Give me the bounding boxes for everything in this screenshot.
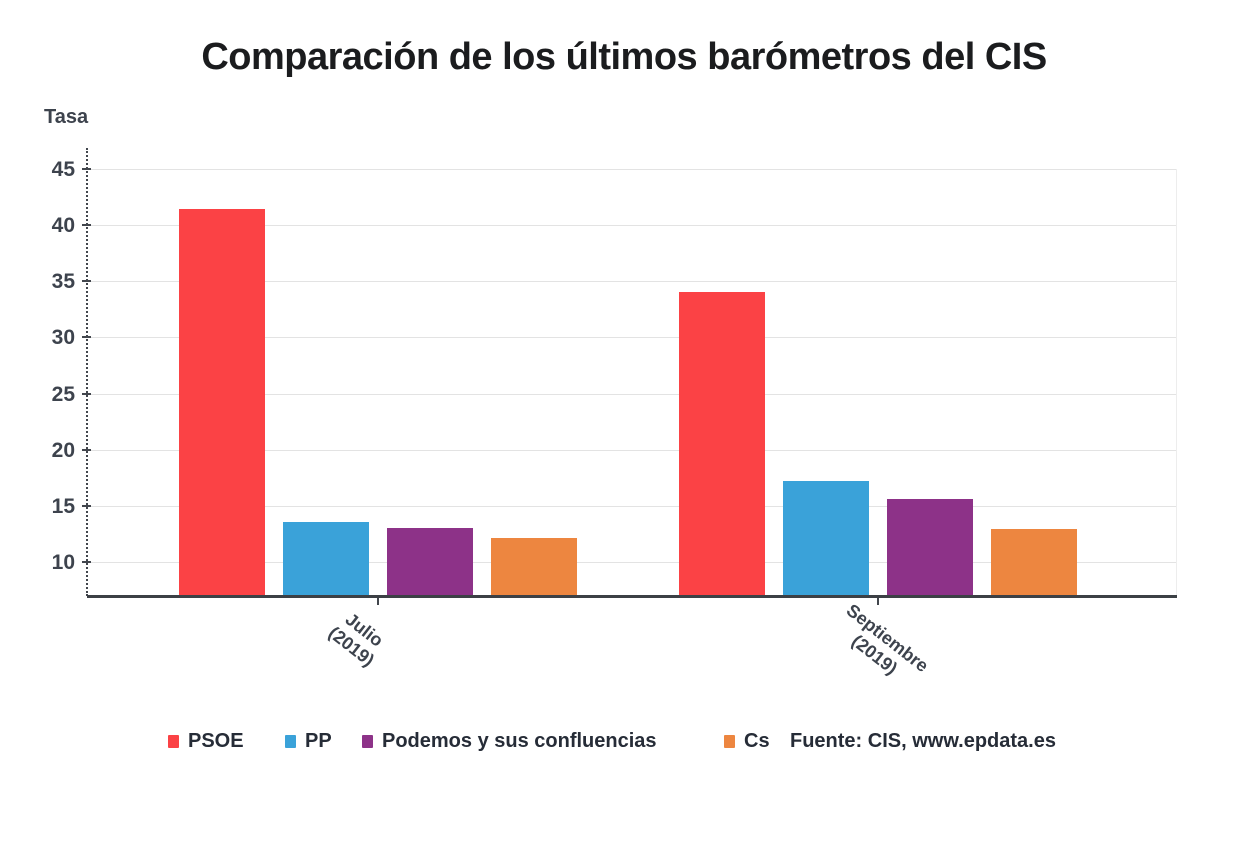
y-tick-label-30: 30 [51, 326, 75, 350]
y-tick-label-10: 10 [51, 551, 75, 575]
legend-swatch-psoe [168, 734, 179, 748]
plot-right-border [1176, 168, 1177, 596]
x-tick-mark-septiembre-2019 [877, 598, 879, 605]
bar-pp-julio-2019 [283, 521, 369, 595]
legend-item-podemos-y-sus-confluencias: Podemos y sus confluencias [362, 727, 657, 755]
y-tick-label-25: 25 [51, 382, 75, 406]
legend-item-cs: Cs [724, 727, 770, 755]
gridline-40 [89, 225, 1177, 227]
legend-swatch-cs [724, 734, 735, 748]
bar-psoe-septiembre-2019 [679, 291, 765, 595]
bar-podemos-y-sus-confluencias-septiembre-2019 [887, 499, 973, 595]
y-axis-title: Tasa [44, 106, 89, 128]
gridline-10 [89, 562, 1177, 564]
bar-podemos-y-sus-confluencias-julio-2019 [387, 527, 473, 595]
chart-title: Comparación de los últimos barómetros de… [201, 36, 1047, 78]
y-tick-label-20: 20 [51, 438, 75, 462]
x-axis-line [87, 595, 1177, 598]
gridline-15 [89, 506, 1177, 508]
legend-label-cs: Cs [744, 729, 770, 752]
legend: Fuente: CIS, www.epdata.es PSOE PP Podemos… [0, 727, 1248, 755]
bar-psoe-julio-2019 [179, 209, 265, 595]
legend-swatch-podemos-y-sus-confluencias [362, 734, 373, 748]
gridline-25 [89, 393, 1177, 395]
y-tick-label-15: 15 [51, 495, 75, 519]
gridline-20 [89, 449, 1177, 451]
x-category-label-septiembre-2019: Septiembre (2019) [842, 600, 933, 679]
x-tick-mark-julio-2019 [377, 598, 379, 605]
legend-item-psoe: PSOE [168, 727, 244, 755]
y-tick-label-35: 35 [51, 270, 75, 294]
legend-label-psoe: PSOE [188, 729, 244, 752]
y-tick-label-45: 45 [51, 157, 75, 181]
gridline-35 [89, 281, 1177, 283]
y-tick-label-40: 40 [51, 214, 75, 238]
legend-item-pp: PP [285, 727, 332, 755]
x-category-label-julio-2019: Julio (2019) [324, 609, 388, 671]
gridline-30 [89, 337, 1177, 339]
bar-cs-septiembre-2019 [991, 528, 1077, 595]
legend-label-pp: PP [305, 729, 332, 752]
gridline-45 [89, 168, 1177, 170]
source-note: Fuente: CIS, www.epdata.es [790, 729, 1056, 752]
y-axis-line [86, 148, 88, 596]
bar-pp-septiembre-2019 [783, 481, 869, 595]
legend-label-podemos-y-sus-confluencias: Podemos y sus confluencias [382, 729, 657, 752]
bar-cs-julio-2019 [491, 537, 577, 595]
legend-swatch-pp [285, 734, 296, 748]
